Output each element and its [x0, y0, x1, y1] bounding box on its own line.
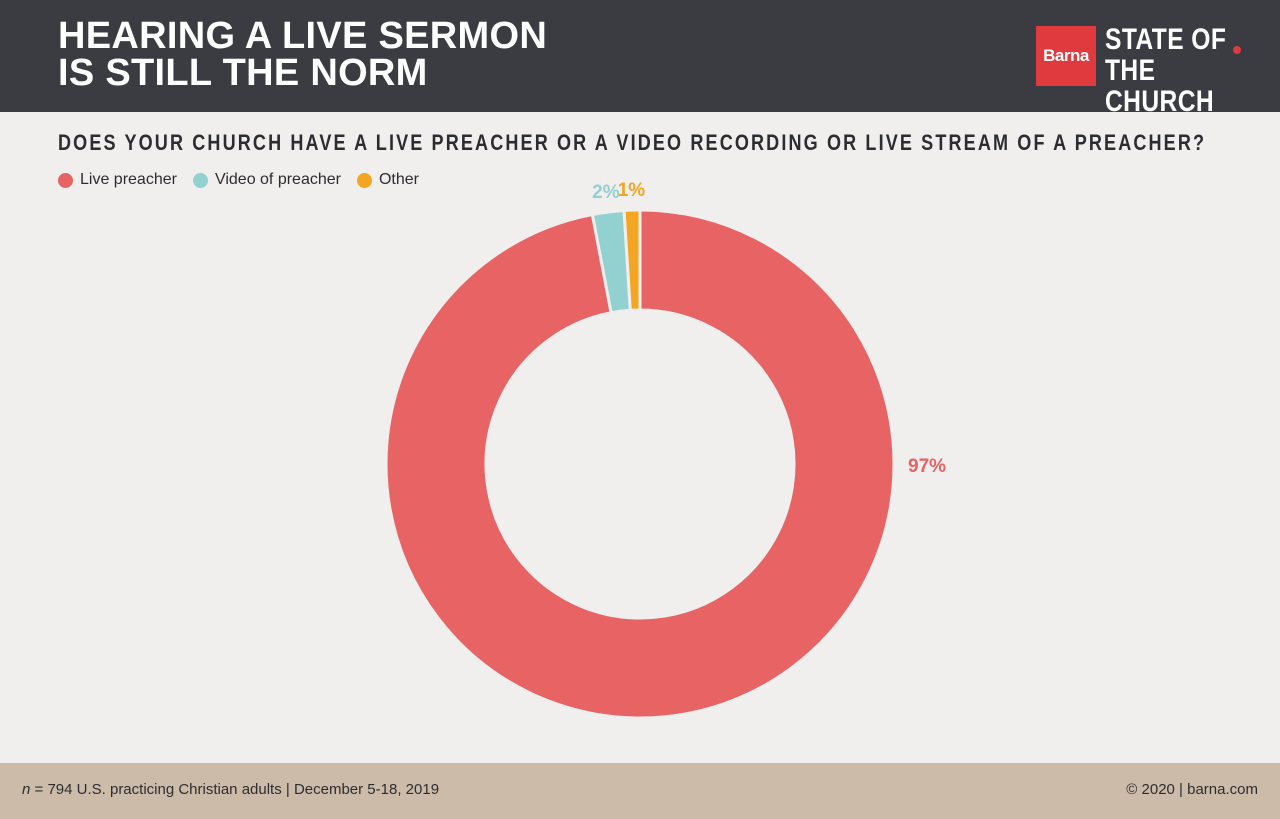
brand-title-line-2: THE CHURCH: [1105, 54, 1215, 118]
chart-legend: Live preacher Video of preacher Other: [58, 171, 419, 189]
barna-logo-label: Barna: [1043, 46, 1089, 65]
sample-n-symbol: n: [22, 781, 31, 798]
legend-label-video-of-preacher: Video of preacher: [214, 171, 341, 188]
chart-title: DOES YOUR CHURCH HAVE A LIVE PREACHER OR…: [58, 130, 1207, 155]
legend-swatch-live-preacher: [58, 172, 73, 188]
legend-item-other: Other: [356, 171, 419, 189]
legend-label-live-preacher: Live preacher: [80, 171, 177, 188]
slice-live-preacher: [384, 208, 896, 720]
legend-swatch-other: [356, 172, 372, 188]
copyright-note: © 2020 | barna.com: [1126, 781, 1258, 798]
header-bar: HEARING A LIVE SERMON IS STILL THE NORM …: [0, 0, 1280, 117]
brand-dot-icon: [1233, 46, 1241, 54]
data-label-other: 1%: [618, 180, 646, 201]
page-title-line-1: HEARING A LIVE SERMON: [58, 15, 548, 57]
footer-bar: n = 794 U.S. practicing Christian adults…: [0, 763, 1280, 819]
data-label-live-preacher: 97%: [908, 456, 946, 477]
brand-title-line-1: STATE OF: [1105, 23, 1227, 56]
legend-item-video-of-preacher: Video of preacher: [192, 171, 341, 189]
page-title-line-2: IS STILL THE NORM: [58, 52, 428, 94]
sample-note-text: = 794 U.S. practicing Christian adults |…: [30, 781, 440, 798]
legend-label-other: Other: [378, 171, 419, 188]
data-label-video-of-preacher: 2%: [592, 182, 620, 203]
sample-note: n = 794 U.S. practicing Christian adults…: [22, 781, 439, 798]
barna-logo: Barna: [1036, 26, 1096, 86]
slice-other: [622, 208, 642, 312]
state-of-the-church-logo: STATE OF THE CHURCH: [1105, 24, 1249, 117]
legend-swatch-video-of-preacher: [192, 172, 208, 188]
legend-item-live-preacher: Live preacher: [58, 171, 177, 189]
page-title: HEARING A LIVE SERMON IS STILL THE NORM: [58, 15, 548, 94]
